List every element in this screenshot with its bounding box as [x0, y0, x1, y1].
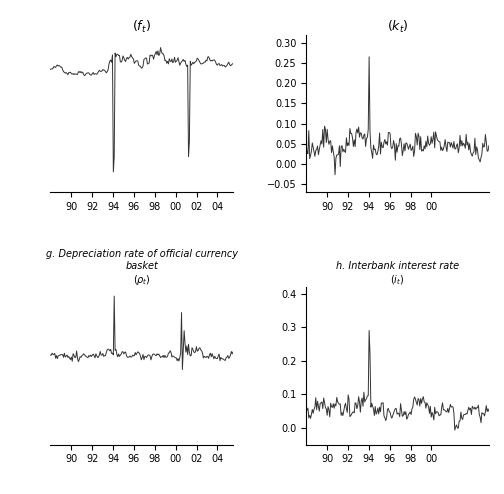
Title: $(k_t)$: $(k_t)$: [387, 18, 408, 35]
Title: g. Depreciation rate of official currency
basket
$(ρ_t)$: g. Depreciation rate of official currenc…: [46, 249, 238, 287]
Title: $(f_t)$: $(f_t)$: [133, 18, 151, 35]
Title: h. Interbank interest rate
$(i_t)$: h. Interbank interest rate $(i_t)$: [336, 261, 459, 287]
